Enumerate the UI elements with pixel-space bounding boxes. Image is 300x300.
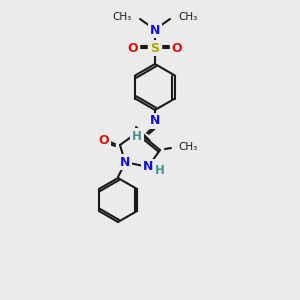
Text: N: N xyxy=(150,23,160,37)
Text: O: O xyxy=(99,134,109,148)
Text: CH₃: CH₃ xyxy=(113,12,132,22)
Text: H: H xyxy=(155,164,165,178)
Text: N: N xyxy=(120,155,130,169)
Text: CH₃: CH₃ xyxy=(178,12,197,22)
Text: N: N xyxy=(150,115,160,128)
Text: O: O xyxy=(172,41,182,55)
Text: N: N xyxy=(143,160,153,173)
Text: H: H xyxy=(132,130,142,142)
Text: O: O xyxy=(128,41,138,55)
Text: S: S xyxy=(151,41,160,55)
Text: CH₃: CH₃ xyxy=(178,142,197,152)
